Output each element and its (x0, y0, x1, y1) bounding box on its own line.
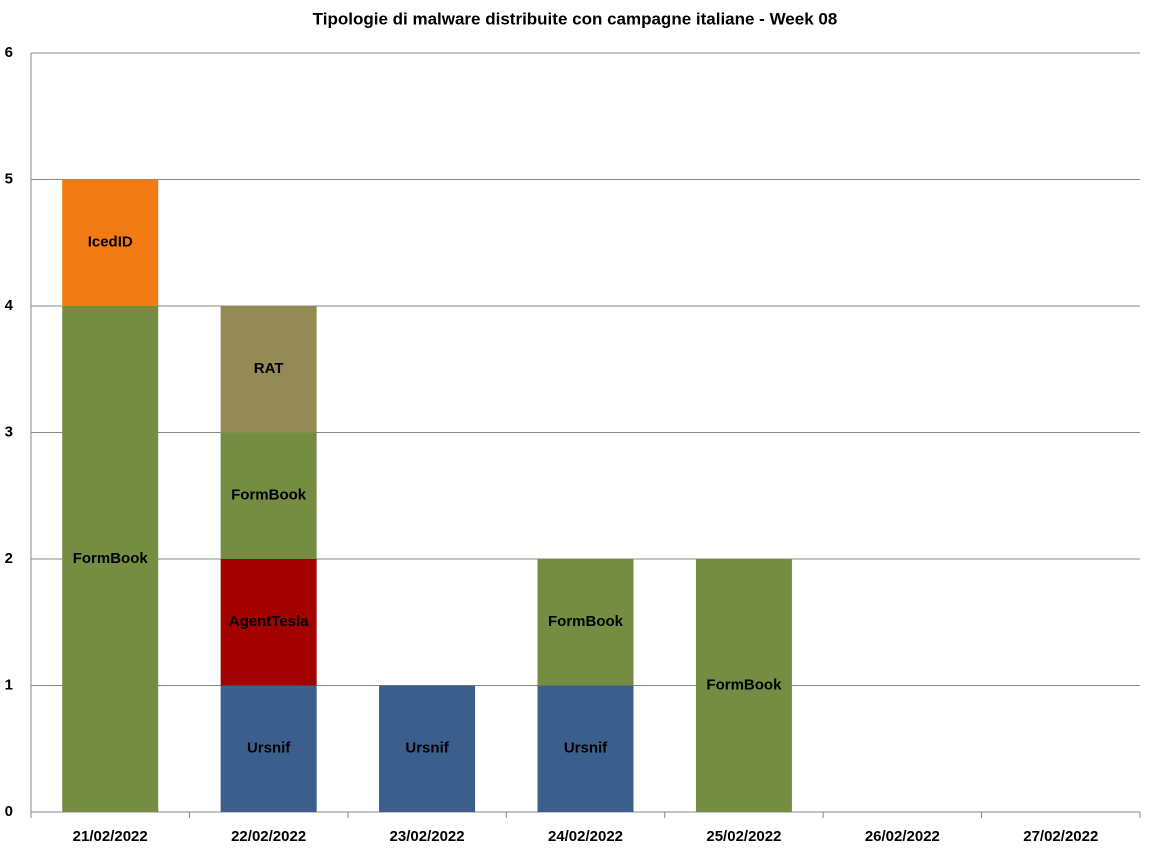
y-tick-label: 2 (5, 550, 13, 567)
y-tick-label: 0 (5, 803, 13, 820)
segment-label: RAT (254, 360, 284, 377)
bar-segment (695, 559, 792, 812)
y-tick-label: 5 (5, 170, 13, 187)
segment-label: Ursnif (247, 740, 291, 757)
x-tick-label: 25/02/2022 (706, 828, 781, 845)
segment-label: FormBook (73, 550, 149, 567)
bar-segment (62, 306, 159, 812)
segment-label: Ursnif (405, 740, 449, 757)
bar-segment (220, 685, 317, 812)
bar-segment (537, 559, 634, 686)
segment-label: FormBook (548, 613, 624, 630)
bar-segment (220, 306, 317, 433)
x-tick-label: 26/02/2022 (865, 828, 940, 845)
x-tick-label: 22/02/2022 (231, 828, 306, 845)
segment-label: Ursnif (564, 740, 608, 757)
segment-label: FormBook (706, 676, 782, 693)
bar-segment (379, 685, 476, 812)
bar-segment (220, 432, 317, 559)
segment-label: IcedID (88, 234, 133, 251)
x-tick-label: 23/02/2022 (390, 828, 465, 845)
bar-segment (62, 179, 159, 306)
y-tick-label: 3 (5, 423, 13, 440)
segment-label: AgentTesla (229, 613, 309, 630)
y-tick-label: 1 (5, 676, 13, 693)
y-tick-label: 4 (5, 297, 14, 314)
x-tick-label: 21/02/2022 (73, 828, 148, 845)
x-tick-label: 24/02/2022 (548, 828, 623, 845)
y-tick-label: 6 (5, 44, 13, 61)
chart-title: Tipologie di malware distribuite con cam… (313, 9, 838, 28)
x-tick-label: 27/02/2022 (1023, 828, 1098, 845)
bar-segment (220, 559, 317, 686)
segment-label: FormBook (231, 487, 307, 504)
bar-segment (537, 685, 634, 812)
